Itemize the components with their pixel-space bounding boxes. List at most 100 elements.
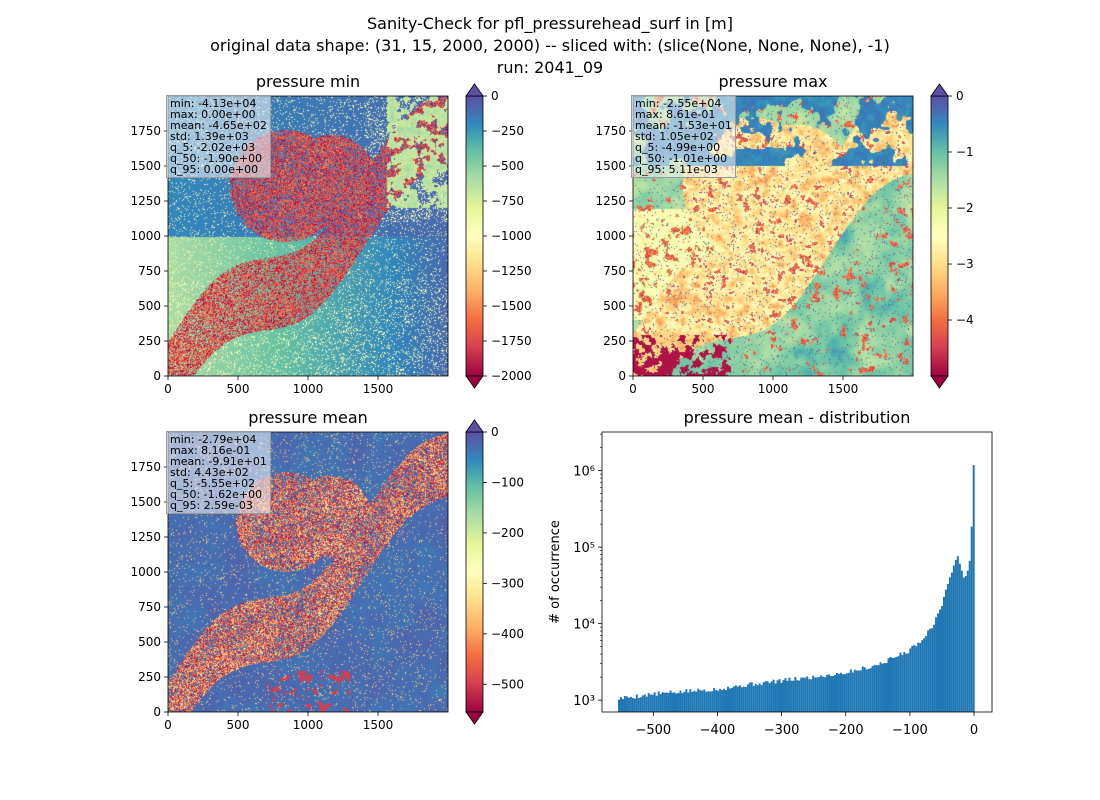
y-tick-label-max: 250 (603, 334, 626, 348)
histogram-bar (905, 653, 908, 712)
colorbar-tick-label-mean: 0 (491, 425, 499, 439)
histogram-bar (798, 680, 801, 712)
stat-line: mean: -4.65e+02 (170, 119, 267, 132)
histogram-bar (673, 692, 676, 712)
histogram-bar (837, 673, 840, 712)
y-tick-label-max: 500 (603, 299, 626, 313)
histogram-bar (948, 577, 951, 712)
histogram-bar (719, 688, 722, 712)
histogram-bar (841, 674, 844, 712)
histogram-bar (768, 683, 771, 712)
histogram-bar (717, 690, 720, 712)
y-tick-label-mean: 1250 (130, 530, 161, 544)
stat-line: max: 8.16e-01 (170, 444, 251, 457)
histogram-bar (691, 691, 694, 712)
x-tick-label-hist: 0 (970, 723, 978, 738)
stat-line: q_50: -1.90e+00 (170, 152, 263, 165)
histogram-bar (629, 696, 632, 712)
histogram-bar (756, 685, 759, 712)
y-tick-label-min: 0 (153, 369, 161, 383)
y-tick-label-min: 1250 (130, 194, 161, 208)
histogram-bar (897, 656, 900, 712)
histogram-bar (727, 686, 729, 712)
stat-line: q_50: -1.01e+00 (635, 152, 728, 165)
histogram-bar (744, 686, 747, 712)
histogram-bar (839, 672, 842, 712)
histogram-bar (778, 679, 781, 712)
histogram-bar (935, 617, 938, 712)
y-tick-label-min: 250 (138, 334, 161, 348)
histogram-bar (776, 680, 779, 712)
histogram-bar (950, 572, 953, 712)
histogram-bar (681, 693, 684, 712)
histogram-bar (663, 692, 666, 712)
histogram-bar (730, 687, 733, 712)
stats-box-pressure-min: min: -4.13e+04 max: 0.00e+00 mean: -4.65e+… (166, 95, 271, 178)
histogram-bar (725, 690, 728, 712)
histogram-bar (925, 636, 928, 712)
histogram-bar (659, 694, 662, 712)
colorbar-extend-top-max (930, 83, 949, 97)
y-tick-label-mean: 1750 (130, 460, 161, 474)
histogram-bar (806, 676, 809, 712)
stat-line: std: 1.39e+03 (170, 130, 249, 143)
panel-title-pressure-max: pressure max (718, 72, 828, 91)
histogram-bar (651, 694, 654, 712)
histogram-bar (625, 696, 628, 712)
histogram-bar (736, 686, 739, 712)
histogram-bar (939, 609, 941, 712)
histogram-bar (804, 677, 807, 712)
colorbar-tick-label-mean: −400 (491, 627, 524, 641)
histogram-bar (826, 674, 829, 712)
colorbar-tick-label-mean: −500 (491, 677, 524, 691)
histogram-bar (907, 653, 910, 712)
colorbar-tick-label-min: −1250 (491, 264, 532, 278)
histogram-bar (834, 674, 836, 712)
histogram-bar (968, 560, 971, 712)
histogram-bar (703, 689, 706, 712)
histogram-bar (685, 689, 688, 712)
histogram-bar (645, 696, 648, 712)
x-tick-label-mean: 1000 (293, 718, 324, 732)
histogram-bar (891, 657, 894, 712)
histogram-bar (849, 669, 852, 712)
histogram-bar (641, 695, 644, 712)
histogram-bar (923, 638, 926, 712)
histogram-bar (887, 658, 890, 712)
histogram-bar (937, 613, 940, 712)
histogram-bar (956, 556, 959, 712)
x-tick-label-min: 500 (227, 382, 250, 396)
histogram-bar (857, 670, 860, 712)
histogram-bar (822, 676, 825, 712)
histogram-bar (871, 665, 874, 712)
y-tick-label-hist: 10⁴ (573, 618, 595, 633)
y-tick-label-min: 1750 (130, 124, 161, 138)
x-tick-label-mean: 500 (227, 718, 250, 732)
stat-line: q_5: -2.02e+03 (170, 141, 256, 154)
x-tick-label-max: 500 (692, 382, 715, 396)
histogram-bar (752, 685, 755, 712)
colorbar-tick-label-min: −1000 (491, 229, 532, 243)
histogram-bar (814, 677, 817, 712)
colorbar-tick-label-min: −1750 (491, 334, 532, 348)
histogram-bar (917, 642, 920, 712)
histogram-bar (728, 688, 731, 712)
histogram-bar (832, 676, 835, 712)
histogram-bar (972, 465, 975, 712)
histogram-bar (796, 680, 799, 712)
histogram-bar (709, 691, 712, 712)
histogram-bar (786, 680, 789, 712)
histogram-bar (812, 675, 815, 712)
histogram-bar (669, 690, 672, 712)
histogram-bar (750, 682, 753, 712)
histogram-bar (697, 688, 700, 712)
figure-suptitle-line-2: original data shape: (31, 15, 2000, 2000… (210, 36, 890, 55)
y-tick-label-min: 1000 (130, 229, 161, 243)
y-tick-label-mean: 250 (138, 670, 161, 684)
histogram-bar (843, 674, 846, 712)
stat-line: max: 0.00e+00 (170, 108, 256, 121)
histogram-bar (677, 693, 680, 712)
histogram-bar (766, 681, 769, 712)
histogram-bar (958, 563, 961, 712)
histogram-bar (919, 642, 922, 712)
